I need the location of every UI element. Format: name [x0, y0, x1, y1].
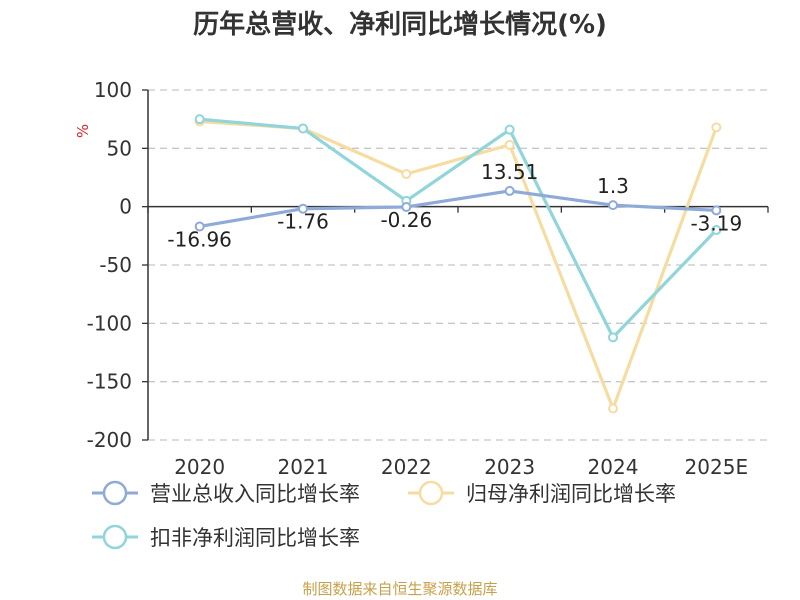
y-tick-label: -50: [99, 253, 132, 277]
legend-label: 营业总收入同比增长率: [150, 482, 360, 506]
legend-item-deducted_profit[interactable]: 扣非净利润同比增长率: [92, 524, 360, 550]
legend-marker: [418, 480, 444, 506]
data-label: -16.96: [167, 227, 231, 251]
axes: 100 50 0 -50 -100 -150 -200 2020 2021 2022 2023 202…: [87, 78, 769, 479]
series-deducted_profit: [194, 114, 722, 343]
data-point: [194, 221, 205, 232]
data-point: [711, 225, 722, 235]
x-tick-label: 2021: [278, 455, 329, 479]
data-point: [711, 205, 722, 216]
legend-marker: [102, 480, 128, 506]
y-tick-label: 100: [94, 78, 132, 102]
data-point: [504, 185, 515, 196]
x-tick-label: 2024: [588, 455, 639, 479]
chart-title: 历年总营收、净利同比增长情况(%): [193, 9, 607, 40]
data-point: [504, 124, 515, 135]
legend-item-net_profit[interactable]: 归母净利润同比增长率: [408, 480, 676, 506]
data-label: -0.26: [380, 208, 432, 232]
data-point: [401, 201, 412, 212]
data-point: [298, 123, 308, 134]
x-tick-label: 2022: [381, 455, 432, 479]
series: [194, 114, 722, 414]
y-tick-label: 0: [119, 195, 132, 219]
y-tick-label: -100: [87, 311, 132, 335]
legend-item-revenue[interactable]: 营业总收入同比增长率: [92, 480, 360, 506]
data-point: [608, 403, 618, 414]
grid: [148, 89, 768, 441]
legend-label: 归母净利润同比增长率: [466, 482, 676, 506]
y-axis-unit: %: [74, 124, 92, 138]
y-tick-label: -200: [87, 428, 132, 452]
data-label: 1.3: [597, 174, 629, 198]
data-label: -1.76: [277, 210, 329, 234]
data-point: [298, 203, 308, 214]
legend-marker: [102, 524, 128, 550]
data-label: 13.51: [481, 160, 538, 184]
data-point: [608, 200, 618, 211]
data-point: [711, 122, 722, 133]
x-tick-label: 2023: [484, 455, 535, 479]
data-labels: -16.96 -1.76 -0.26 13.51 1.3 -3.19: [167, 160, 742, 252]
data-label: -3.19: [690, 211, 742, 235]
source-note: 制图数据来自恒生聚源数据库: [302, 580, 497, 598]
data-point: [401, 169, 412, 179]
data-point: [504, 139, 515, 150]
data-point: [194, 114, 205, 125]
x-tick-label: 2025E: [685, 455, 749, 479]
x-tick-label: 2020: [174, 455, 225, 479]
y-tick-label: 50: [107, 136, 132, 160]
legend-label: 扣非净利润同比增长率: [150, 526, 360, 550]
series-revenue: [194, 185, 722, 232]
series-line-deducted_profit: [198, 117, 718, 339]
data-point: [608, 332, 618, 343]
y-tick-label: -150: [87, 370, 132, 394]
series-line-revenue: [198, 189, 718, 229]
